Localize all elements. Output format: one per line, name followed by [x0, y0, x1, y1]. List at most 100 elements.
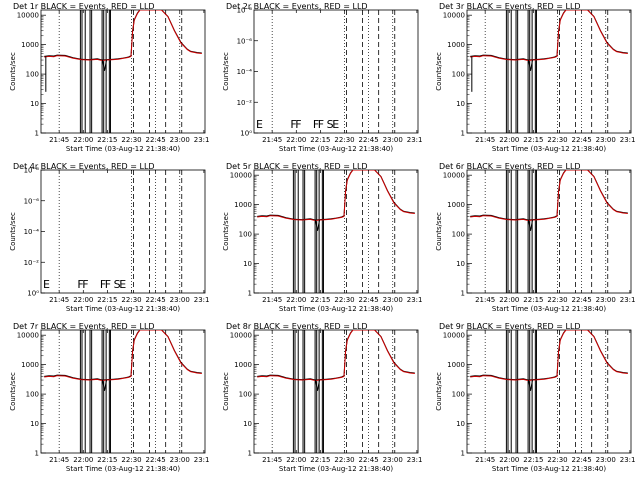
panel-svg: Det 2r BLACK = Events, RED = LLD 21:45 22:…: [222, 2, 423, 153]
y-axis-label: Counts/sec: [435, 52, 443, 91]
event-marker-label: F: [105, 278, 111, 291]
y-tick-label: 10⁻⁸: [24, 167, 40, 175]
x-axis-label: Start Time (03-Aug-12 21:38:40): [279, 305, 393, 313]
detector-panel-6: Det 6r BLACK = Events, RED = LLD 21:45 22:…: [431, 160, 636, 318]
x-tick-label: 23:15: [620, 456, 636, 464]
x-tick-label: 22:45: [572, 136, 592, 144]
y-tick-label: 10000: [230, 332, 252, 340]
y-axis-label: Counts/sec: [222, 52, 230, 91]
plot-frame: [40, 169, 206, 294]
plot-area: [470, 170, 628, 293]
x-tick-label: 22:00: [499, 296, 519, 304]
plot-frame: [40, 329, 206, 454]
y-tick-label: 10: [456, 260, 465, 268]
x-tick-label: 21:45: [475, 296, 495, 304]
event-marker-label: E: [256, 118, 263, 131]
panel-title: Det 4r BLACK = Events, RED = LLD: [13, 162, 155, 171]
x-tick-label: 22:15: [310, 296, 330, 304]
events-dip: [528, 59, 534, 71]
events-dip: [528, 379, 534, 391]
x-tick-label: 22:00: [73, 456, 93, 464]
panel-title: Det 7r BLACK = Events, RED = LLD: [13, 322, 155, 331]
y-axis-label: Counts/sec: [222, 372, 230, 411]
events-series-line: [470, 10, 628, 61]
events-series-line: [257, 170, 415, 221]
x-tick-label: 23:00: [596, 456, 616, 464]
detector-panel-5: Det 5r BLACK = Events, RED = LLD 21:45 22:…: [218, 160, 423, 318]
y-tick-label: 10⁻⁴: [237, 68, 253, 76]
y-tick-label: 10000: [443, 172, 465, 180]
event-marker-label: E: [119, 278, 126, 291]
panel-title: Det 8r BLACK = Events, RED = LLD: [226, 322, 368, 331]
panel-svg: Det 5r BLACK = Events, RED = LLD 21:45 22:…: [222, 162, 423, 313]
x-tick-label: 22:30: [121, 456, 141, 464]
x-axis-label: Start Time (03-Aug-12 21:38:40): [492, 305, 606, 313]
panel-svg: Det 9r BLACK = Events, RED = LLD 21:45 22:…: [435, 322, 636, 473]
x-tick-label: 23:15: [407, 136, 423, 144]
detector-panel-8: Det 8r BLACK = Events, RED = LLD 21:45 22:…: [218, 320, 423, 478]
x-tick-label: 22:45: [359, 456, 379, 464]
y-tick-label: 10: [30, 100, 39, 108]
y-tick-label: 1: [35, 450, 39, 458]
x-tick-label: 22:15: [523, 456, 543, 464]
x-tick-label: 21:45: [262, 296, 282, 304]
y-tick-label: 10⁻⁶: [237, 37, 253, 45]
x-tick-label: 22:30: [121, 136, 141, 144]
event-marker-label: E: [332, 118, 339, 131]
y-tick-label: 1: [248, 290, 252, 298]
x-axis-label: Start Time (03-Aug-12 21:38:40): [279, 465, 393, 473]
events-series-line: [257, 330, 415, 381]
x-tick-label: 22:45: [146, 296, 166, 304]
x-tick-label: 22:15: [523, 296, 543, 304]
y-tick-label: 10: [243, 420, 252, 428]
lld-series-line: [44, 10, 202, 62]
lld-series-line: [257, 330, 415, 382]
y-tick-label: 100: [239, 231, 252, 239]
events-series-line: [470, 170, 628, 221]
x-tick-label: 23:00: [383, 456, 403, 464]
y-tick-label: 1000: [21, 361, 39, 369]
plot-frame: [253, 329, 419, 454]
x-tick-label: 21:45: [49, 296, 69, 304]
y-tick-label: 10⁻⁸: [237, 7, 253, 15]
plot-area: [470, 330, 628, 453]
y-axis-label: Counts/sec: [222, 212, 230, 251]
x-tick-label: 21:45: [475, 456, 495, 464]
plot-area: [44, 10, 202, 133]
y-tick-label: 1: [461, 450, 465, 458]
event-marker-label: F: [295, 118, 301, 131]
events-dip: [102, 59, 108, 71]
x-tick-label: 23:00: [596, 296, 616, 304]
y-tick-label: 100: [452, 231, 465, 239]
x-tick-label: 22:30: [334, 456, 354, 464]
lld-series-line: [470, 170, 628, 222]
x-tick-label: 22:15: [310, 136, 330, 144]
x-tick-label: 22:30: [121, 296, 141, 304]
y-tick-label: 10: [456, 420, 465, 428]
events-dip: [315, 219, 321, 231]
x-axis-label: Start Time (03-Aug-12 21:38:40): [279, 145, 393, 153]
x-tick-label: 23:15: [194, 456, 210, 464]
detector-panel-9: Det 9r BLACK = Events, RED = LLD 21:45 22:…: [431, 320, 636, 478]
x-tick-label: 22:30: [547, 296, 567, 304]
event-marker-label: F: [77, 278, 83, 291]
x-tick-label: 22:45: [572, 296, 592, 304]
y-tick-label: 10000: [17, 332, 39, 340]
x-tick-label: 22:30: [547, 136, 567, 144]
detector-panel-7: Det 7r BLACK = Events, RED = LLD 21:45 22:…: [5, 320, 210, 478]
y-tick-label: 10000: [230, 172, 252, 180]
x-axis-label: Start Time (03-Aug-12 21:38:40): [492, 465, 606, 473]
x-tick-label: 21:45: [49, 456, 69, 464]
x-tick-label: 23:00: [170, 456, 190, 464]
x-tick-label: 22:30: [334, 136, 354, 144]
x-tick-label: 22:00: [499, 456, 519, 464]
panel-svg: Det 8r BLACK = Events, RED = LLD 21:45 22:…: [222, 322, 423, 473]
plot-frame: [40, 9, 206, 134]
detector-panel-1: Det 1r BLACK = Events, RED = LLD 21:45 22:…: [5, 0, 210, 158]
y-tick-label: 10000: [443, 332, 465, 340]
panel-title: Det 1r BLACK = Events, RED = LLD: [13, 2, 155, 11]
y-tick-label: 1: [35, 130, 39, 138]
y-tick-label: 100: [452, 391, 465, 399]
y-axis-label: Counts/sec: [435, 212, 443, 251]
event-marker-label: S: [327, 118, 334, 131]
